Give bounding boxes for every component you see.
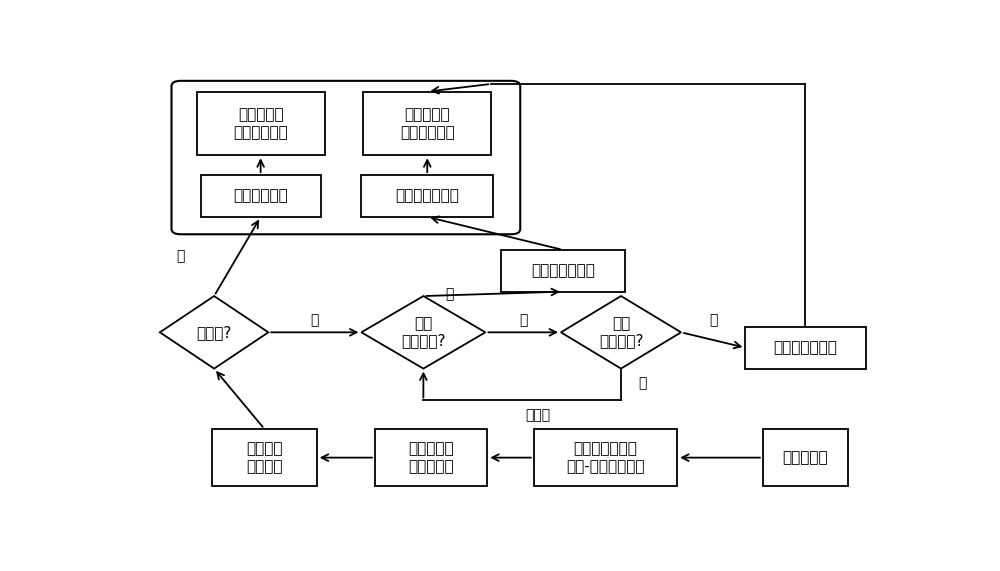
Text: 发生
手势交互?: 发生 手势交互? xyxy=(401,316,446,348)
Text: 否: 否 xyxy=(519,313,527,327)
Polygon shape xyxy=(561,296,681,369)
Text: 创建汇聚式
虚拟相机阵: 创建汇聚式 虚拟相机阵 xyxy=(408,441,454,474)
FancyBboxPatch shape xyxy=(375,429,487,486)
FancyBboxPatch shape xyxy=(212,429,317,486)
FancyBboxPatch shape xyxy=(763,429,848,486)
Text: 设置参考
虚拟相机: 设置参考 虚拟相机 xyxy=(246,441,283,474)
Text: 关闭
二维视图?: 关闭 二维视图? xyxy=(599,316,643,348)
Text: 设置参数值: 设置参数值 xyxy=(783,450,828,465)
Polygon shape xyxy=(361,296,485,369)
Text: 否: 否 xyxy=(311,313,319,327)
Text: 关闭二维合成图: 关闭二维合成图 xyxy=(774,340,837,355)
FancyBboxPatch shape xyxy=(534,429,677,486)
FancyBboxPatch shape xyxy=(363,91,491,155)
Text: 导入三维模型及
像素-视点对应矩阵: 导入三维模型及 像素-视点对应矩阵 xyxy=(566,441,645,474)
Text: 下一帧: 下一帧 xyxy=(525,408,550,423)
FancyBboxPatch shape xyxy=(501,250,625,292)
Polygon shape xyxy=(160,296,268,369)
Text: 更新相机阵参数: 更新相机阵参数 xyxy=(531,263,595,278)
Text: 全屏显示在
立体显示屏上: 全屏显示在 立体显示屏上 xyxy=(400,107,455,140)
Text: 生成二维合成图: 生成二维合成图 xyxy=(395,188,459,203)
Text: 生成二维视图: 生成二维视图 xyxy=(233,188,288,203)
FancyBboxPatch shape xyxy=(197,91,325,155)
Text: 否: 否 xyxy=(638,376,646,391)
Text: 是: 是 xyxy=(709,313,717,327)
FancyBboxPatch shape xyxy=(361,175,493,217)
Text: 是: 是 xyxy=(445,287,453,301)
Text: 是: 是 xyxy=(176,250,185,263)
Text: 第一帧?: 第一帧? xyxy=(196,325,232,340)
Text: 全屏显示在
平面显示屏上: 全屏显示在 平面显示屏上 xyxy=(233,107,288,140)
FancyBboxPatch shape xyxy=(745,327,866,369)
FancyBboxPatch shape xyxy=(201,175,321,217)
